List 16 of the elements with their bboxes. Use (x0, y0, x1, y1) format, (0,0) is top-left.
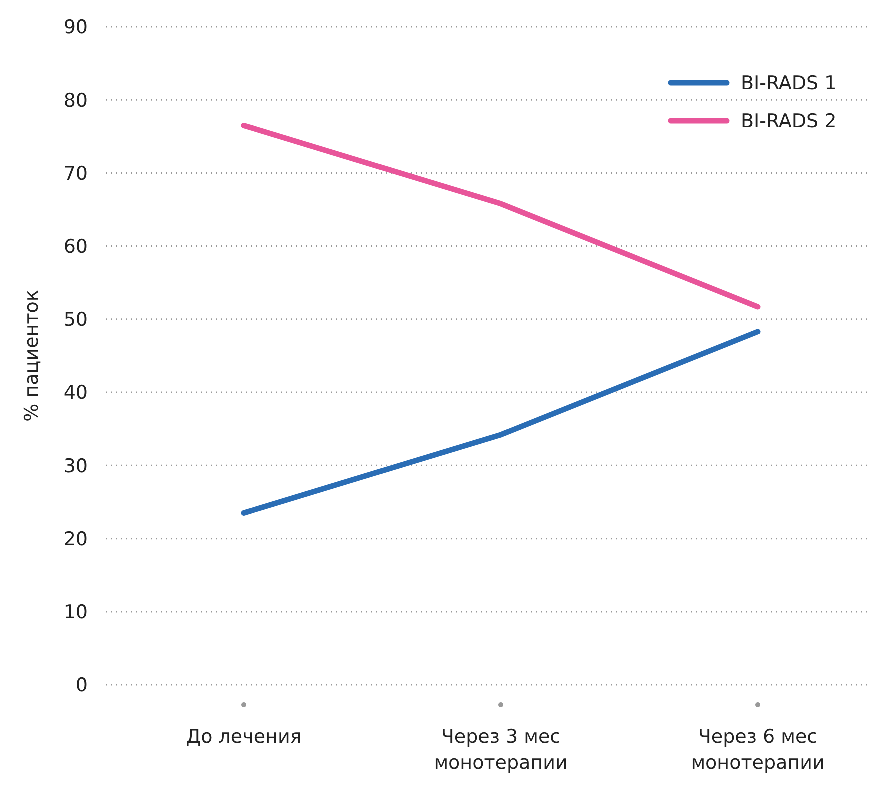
y-tick-label: 90 (64, 16, 88, 39)
y-tick-label: 10 (64, 602, 88, 624)
x-tick-label: До лечения (186, 726, 302, 748)
legend-label: BI-RADS 2 (741, 110, 837, 133)
y-tick-label: 0 (76, 674, 88, 697)
legend-label: BI-RADS 1 (741, 72, 837, 95)
y-tick-label: 70 (64, 162, 88, 185)
y-axis-title: % пациенток (21, 290, 43, 422)
y-tick-label: 60 (64, 236, 88, 258)
y-tick-label: 80 (64, 90, 88, 112)
x-tick-label: Через 6 мес монотерапии (691, 726, 825, 774)
y-tick-label: 20 (64, 528, 88, 550)
y-tick-label: 40 (64, 382, 88, 404)
x-tick-label: Через 3 мес монотерапии (434, 726, 568, 774)
y-tick-label: 30 (64, 455, 88, 478)
y-tick-label: 50 (64, 309, 88, 332)
